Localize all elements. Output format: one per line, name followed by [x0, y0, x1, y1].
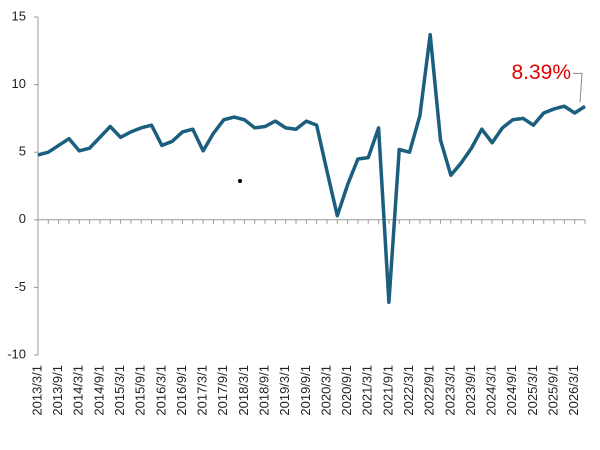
- x-tick-label: 2017/3/1: [195, 365, 210, 416]
- x-tick-label: 2021/3/1: [360, 365, 375, 416]
- x-tick-label: 2014/3/1: [71, 365, 86, 416]
- x-tick-label: 2024/9/1: [504, 365, 519, 416]
- line: [37, 32, 586, 305]
- data-label: 8.39%: [511, 61, 571, 84]
- x-tick-label: 2019/3/1: [277, 365, 292, 416]
- x-tick-label: 2015/9/1: [133, 365, 148, 416]
- y-tick-label: 0: [19, 211, 26, 226]
- y-tick-label: 5: [19, 144, 26, 159]
- x-tick-label: 2017/9/1: [215, 365, 230, 416]
- x-tick-label: 2013/9/1: [50, 365, 65, 416]
- x-tick-label: 2016/9/1: [174, 365, 189, 416]
- x-tick-label: 2021/9/1: [380, 365, 395, 416]
- y-tick-label: -10: [7, 346, 26, 361]
- x-tick-label: 2020/3/1: [318, 365, 333, 416]
- x-tick-label: 2015/3/1: [112, 365, 127, 416]
- x-tick-label: 2020/9/1: [339, 365, 354, 416]
- leader-line: [573, 72, 583, 103]
- x-tick-label: 2022/9/1: [422, 365, 437, 416]
- x-tick-label: 2025/3/1: [525, 365, 540, 416]
- x-tick-label: 2024/3/1: [484, 365, 499, 416]
- x-tick-label: 2023/9/1: [463, 365, 478, 416]
- stray-dot: [238, 179, 242, 183]
- x-tick-label: 2026/3/1: [566, 365, 581, 416]
- x-tick-label: 2022/3/1: [401, 365, 416, 416]
- x-tick-label: 2016/3/1: [153, 365, 168, 416]
- x-tick-label: 2019/9/1: [298, 365, 313, 416]
- x-tick-label: 2025/9/1: [545, 365, 560, 416]
- x-tick-label: 2023/3/1: [442, 365, 457, 416]
- x-tick-label: 2014/9/1: [91, 365, 106, 416]
- x-tick-label: 2013/3/1: [29, 365, 44, 416]
- y-tick-label: 10: [12, 76, 26, 91]
- y-tick-label: 15: [12, 8, 26, 23]
- y-tick-label: -5: [14, 279, 26, 294]
- x-tick-label: 2018/9/1: [256, 365, 271, 416]
- x-tick-label: 2018/3/1: [236, 365, 251, 416]
